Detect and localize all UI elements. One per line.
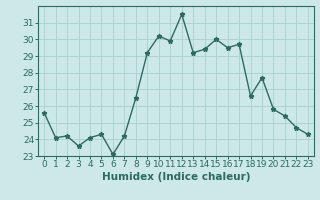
X-axis label: Humidex (Indice chaleur): Humidex (Indice chaleur) bbox=[102, 172, 250, 182]
